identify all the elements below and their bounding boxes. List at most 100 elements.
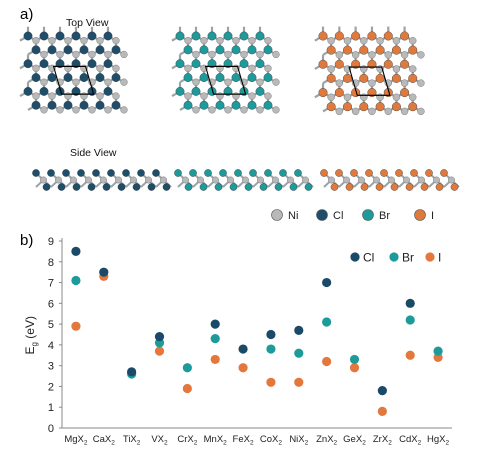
halogen-atom [55,59,65,69]
y-tick-label: 1 [48,402,54,414]
ni-atom [55,176,62,184]
ni-atom [327,93,335,101]
ni-atom [343,93,352,101]
halogen-atom [72,183,81,191]
y-axis-label: Eg (eV) [23,316,39,354]
halogen-atom [408,45,418,55]
y-tick-label: 5 [48,319,54,331]
halogen-atom [391,102,401,112]
halogen-atom [259,183,268,191]
halogen-atom [184,183,193,191]
point-cl-vx [154,331,165,342]
halogen-atom [375,45,385,55]
ni-atom [85,176,92,184]
ni-atom [400,51,409,59]
halogen-atom [435,183,444,191]
ni-atom [232,37,240,45]
halogen-atom [23,59,33,69]
x-tick-label: CaX2 [93,434,115,447]
halogen-atom [31,45,41,55]
ni-atom [115,176,122,184]
halogen-atom [330,183,339,191]
halogen-atom [383,59,393,69]
y-tick-label: 3 [48,361,54,373]
halogen-atom [249,169,257,177]
halogen-atom [95,100,105,110]
halogen-atom [183,73,193,82]
halogen-atom [63,100,73,110]
halogen-atom [102,183,111,191]
halogen-atom [214,183,223,191]
ni-atom [351,107,360,116]
halogen-atom [359,45,369,55]
halogen-atom [47,100,57,110]
point-cl-cox [266,329,276,340]
ni-atom [100,176,107,184]
halogen-atom [391,45,401,55]
point-cl-zrx [377,386,387,396]
legend-label-i: I [438,251,441,265]
point-br-mgx [71,275,81,286]
halogen-atom [400,31,410,41]
halogen-atom [255,87,265,96]
ni-atom [192,106,200,114]
ni-atom [56,50,64,59]
atom-legend-label-br: Br [379,210,390,222]
ni-atom [120,50,128,59]
halogen-atom [375,183,384,191]
x-tick-label: FeX2 [233,434,254,447]
halogen-atom [320,169,328,177]
ni-atom [384,107,392,116]
halogen-atom [191,87,201,96]
halogen-atom [32,169,40,177]
halogen-atom [405,183,414,191]
legend-marker-i [425,252,435,262]
legend-marker-br [389,252,399,262]
halogen-atom [71,59,81,69]
point-cl-cdx [405,298,415,308]
ni-atom [112,64,120,72]
halogen-atom [215,45,225,55]
halogen-atom [87,59,97,69]
halogen-atom [289,183,298,191]
ni-atom [256,50,264,59]
halogen-atom [207,59,217,69]
halogen-atom [229,183,238,191]
top-view-i [314,26,425,116]
halogen-atom [326,45,336,55]
halogen-atom [191,31,201,41]
halogen-atom [334,31,344,41]
atom-legend-marker-br [362,209,374,221]
ni-atom [88,50,96,59]
ni-atom [160,176,167,184]
ni-atom [335,107,343,116]
halogen-atom [63,45,73,55]
ni-atom [433,176,440,184]
halogen-atom [247,73,257,82]
halogen-atom [420,183,429,191]
point-cl-fex [238,344,248,354]
ni-atom [240,106,248,114]
halogen-atom [103,31,113,41]
halogen-atom [137,169,145,177]
halogen-atom [79,73,89,82]
ni-atom [384,51,392,59]
halogen-atom [304,183,313,191]
halogen-atom [440,169,448,177]
ni-atom [256,106,264,114]
halogen-atom [47,73,57,82]
ni-atom [409,37,417,45]
halogen-atom [103,59,113,69]
halogen-atom [391,73,401,83]
legend-label-br: Br [402,251,414,265]
ni-atom [64,37,72,45]
x-tick-label: TiX2 [123,434,141,447]
atom-legend: Ni Cl Br I [271,209,434,222]
y-tick-label: 9 [48,236,54,248]
halogen-atom [87,31,97,41]
ni-atom [227,176,234,184]
ni-atom [224,78,232,86]
point-br-znx [322,317,332,327]
ni-atom [208,106,216,114]
halogen-atom [42,183,51,191]
